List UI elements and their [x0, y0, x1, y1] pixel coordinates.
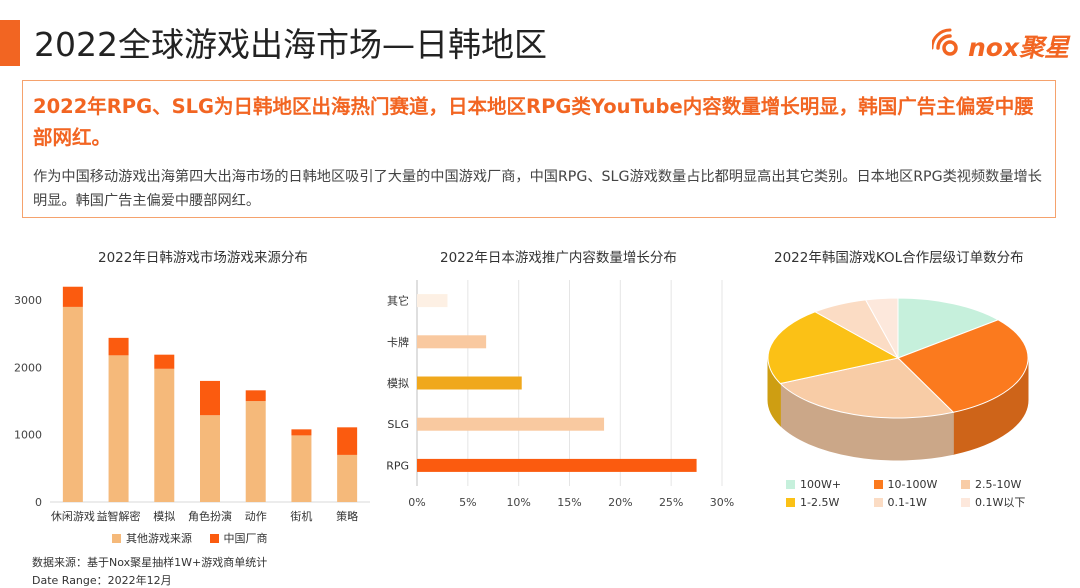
- legend-item-1-2-5w: 1-2.5W: [786, 494, 870, 512]
- x-tick-label: 策略: [336, 509, 358, 523]
- x-tick-label: 15%: [557, 496, 581, 509]
- bar-segment-china: [337, 427, 358, 455]
- legend-item-2-5-10w: 2.5-10W: [961, 476, 1021, 494]
- legend-label-100w: 100W+: [800, 478, 842, 491]
- legend-label-10-100w: 10-100W: [887, 478, 938, 491]
- legend-item-0-1-1w: 0.1-1W: [873, 494, 958, 512]
- legend-swatch-under-0-1w: [961, 498, 970, 507]
- bar-RPG: [417, 458, 697, 472]
- chart3-title: 2022年韩国游戏KOL合作层级订单数分布: [774, 250, 1024, 266]
- x-tick-label: 休闲游戏: [51, 509, 95, 523]
- pie-slice-1-2.5W: [767, 311, 900, 385]
- bar-segment-china: [200, 380, 220, 416]
- bar-segment-china: [154, 354, 175, 369]
- y-tick-label: 其它: [387, 294, 409, 308]
- nox-signal-icon: [930, 28, 958, 56]
- legend-swatch-china: [209, 534, 219, 543]
- title-accent-bar: [0, 20, 20, 66]
- legend-swatch-10-100w: [873, 480, 883, 489]
- legend-label-china: 中国厂商: [223, 532, 268, 545]
- legend-item-china: 中国厂商: [209, 530, 268, 546]
- chart1-legend: 其他游戏来源 中国厂商: [112, 530, 268, 546]
- bar-segment-other: [62, 306, 83, 502]
- legend-swatch-100w: [786, 480, 795, 489]
- pie-slice-100W+: [897, 297, 1000, 359]
- legend-item-100w: 100W+: [786, 476, 870, 494]
- legend-item-under-0-1w: 0.1W以下: [961, 494, 1025, 512]
- y-tick-label: 3000: [14, 294, 42, 307]
- pie-slice-0.1W以下: [864, 297, 899, 360]
- y-tick-label: 卡牌: [387, 335, 409, 349]
- x-tick-label: 25%: [659, 496, 683, 509]
- legend-label-1-2-5w: 1-2.5W: [800, 496, 840, 509]
- page-title: 2022全球游戏出海市场—日韩地区: [34, 25, 547, 64]
- legend-swatch-0-1-1w: [873, 498, 883, 507]
- logo-text: nox聚星: [968, 33, 1070, 62]
- x-tick-label: 动作: [245, 510, 267, 523]
- x-tick-label: 街机: [290, 509, 312, 523]
- bar-segment-china: [245, 390, 266, 402]
- summary-body: 作为中国移动游戏出海第四大出海市场的日韩地区吸引了大量的中国游戏厂商，中国RPG…: [33, 169, 1042, 209]
- nox-logo: nox聚星: [930, 26, 1069, 66]
- x-tick-label: 模拟: [153, 509, 175, 523]
- summary-box: 2022年RPG、SLG为日韩地区出海热门赛道，日本地区RPG类YouTube内…: [22, 80, 1056, 218]
- y-tick-label: 模拟: [387, 376, 409, 390]
- x-tick-label: 角色扮演: [188, 509, 232, 523]
- x-tick-label: 益智解密: [97, 509, 141, 523]
- bar-segment-other: [245, 401, 266, 502]
- legend-swatch-1-2-5w: [786, 498, 795, 507]
- y-tick-label: 2000: [14, 361, 42, 374]
- bar-segment-china: [291, 429, 312, 436]
- pie-slice-2.5-10W: [779, 357, 955, 419]
- legend-label-other: 其他游戏来源: [126, 532, 192, 545]
- legend-swatch-2-5-10w: [961, 480, 970, 489]
- y-tick-label: RPG: [386, 459, 409, 472]
- bar-segment-other: [154, 368, 175, 502]
- legend-item-other-source: 其他游戏来源: [112, 530, 192, 546]
- bar-segment-china: [108, 337, 129, 356]
- bar-卡牌: [417, 335, 487, 349]
- y-tick-label: SLG: [387, 418, 409, 431]
- chart3-pie: [767, 297, 1029, 461]
- y-tick-label: 0: [35, 496, 42, 509]
- chart1-title: 2022年日韩游戏市场游戏来源分布: [98, 250, 308, 266]
- legend-item-10-100w: 10-100W: [873, 476, 958, 494]
- legend-label-2-5-10w: 2.5-10W: [975, 478, 1022, 491]
- bar-segment-other: [291, 435, 312, 502]
- bar-其它: [417, 294, 448, 308]
- x-tick-label: 20%: [608, 496, 632, 509]
- date-range-note: Date Range：2022年12月: [32, 574, 172, 587]
- chart1-stacked-bar: 0 1000 2000 3000 休闲游戏 益智解密 模拟 角色扮演 动作 街机 策略: [14, 286, 370, 523]
- legend-swatch-other: [112, 534, 121, 543]
- pie-slice-10-100W: [897, 319, 1029, 413]
- summary-headline: 2022年RPG、SLG为日韩地区出海热门赛道，日本地区RPG类YouTube内…: [33, 95, 1034, 149]
- x-tick-label: 5%: [459, 496, 476, 509]
- bar-segment-china: [62, 286, 83, 307]
- data-source-note: 数据来源：基于Nox聚星抽样1W+游戏商单统计: [32, 556, 268, 569]
- bar-segment-other: [200, 415, 220, 502]
- chart2-title: 2022年日本游戏推广内容数量增长分布: [440, 250, 677, 266]
- legend-label-under-0-1w: 0.1W以下: [975, 496, 1026, 509]
- y-tick-label: 1000: [14, 429, 42, 442]
- bar-模拟: [417, 376, 522, 390]
- legend-label-0-1-1w: 0.1-1W: [887, 496, 927, 509]
- bar-segment-other: [337, 454, 358, 502]
- x-tick-label: 30%: [710, 496, 734, 509]
- x-tick-label: 0%: [408, 496, 425, 509]
- x-tick-label: 10%: [506, 496, 530, 509]
- chart3-legend: 100W+ 10-100W 2.5-10W 1-2.5W 0.1-1W 0.1W…: [786, 476, 1066, 512]
- bar-SLG: [417, 417, 605, 431]
- bar-segment-other: [108, 355, 129, 502]
